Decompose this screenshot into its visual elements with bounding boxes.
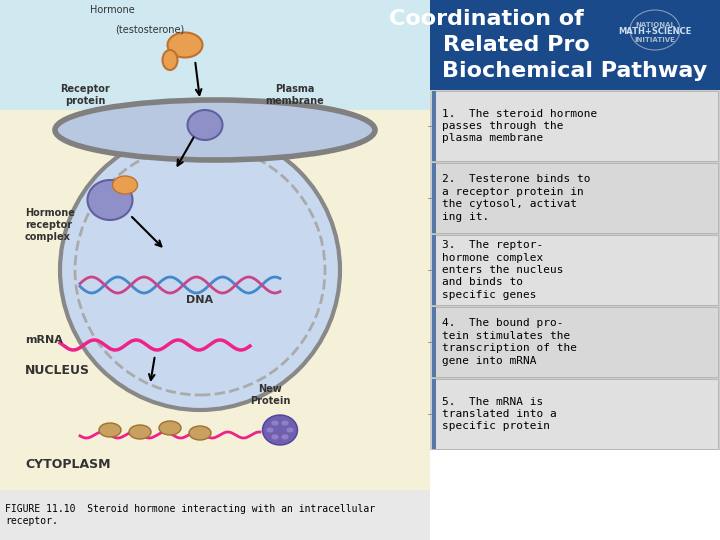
Text: 4.  The bound pro-
tein stimulates the
transcription of the
gene into mRNA: 4. The bound pro- tein stimulates the tr… [442,319,577,366]
Ellipse shape [88,180,132,220]
Text: MATH+SCIENCE: MATH+SCIENCE [618,28,692,37]
Bar [590,0,720,60]
Bar [0,110,430,490]
Bar [432,307,718,377]
Text: Hormone: Hormone [90,5,135,15]
Ellipse shape [263,415,297,445]
Bar [430,60,720,450]
Bar [430,0,720,90]
Ellipse shape [112,176,138,194]
Text: 2.  Testerone binds to
a receptor protein in
the cytosol, activat
ing it.: 2. Testerone binds to a receptor protein… [442,174,590,221]
Text: 5.  The mRNA is
translated into a
specific protein: 5. The mRNA is translated into a specifi… [442,396,557,431]
Text: mRNA: mRNA [25,335,63,345]
Ellipse shape [281,434,289,440]
Ellipse shape [129,425,151,439]
Bar [432,307,436,377]
Ellipse shape [286,427,294,433]
Ellipse shape [60,130,340,410]
Bar [432,163,718,233]
Ellipse shape [271,434,279,440]
Text: Plasma
membrane: Plasma membrane [266,84,325,106]
Bar [0,490,430,540]
Bar [432,235,436,305]
Ellipse shape [189,426,211,440]
Ellipse shape [266,427,274,433]
Bar [432,91,436,161]
Bar [432,235,718,305]
Ellipse shape [271,420,279,426]
Text: 3.  The reptor-
hormone complex
enters the nucleus
and binds to
specific genes: 3. The reptor- hormone complex enters th… [442,240,564,300]
Ellipse shape [99,423,121,437]
Ellipse shape [163,50,178,70]
Bar [432,379,436,449]
Text: New
Protein: New Protein [250,384,290,406]
Text: INITIATIVE: INITIATIVE [634,37,675,43]
Text: (testosterone): (testosterone) [115,25,184,35]
Bar [0,0,430,110]
Text: Hormone
receptor
complex: Hormone receptor complex [25,208,75,241]
Text: DNA: DNA [186,295,214,305]
Ellipse shape [187,110,222,140]
Ellipse shape [55,100,375,160]
Text: NATIONAL: NATIONAL [635,22,675,28]
Ellipse shape [281,420,289,426]
Text: Receptor
protein: Receptor protein [60,84,110,106]
Ellipse shape [159,421,181,435]
Text: FIGURE 11.10  Steroid hormone interacting with an intracellular
receptor.: FIGURE 11.10 Steroid hormone interacting… [5,504,375,526]
Ellipse shape [168,32,202,57]
Text: CYTOPLASM: CYTOPLASM [25,458,110,471]
Bar [432,379,718,449]
Text: 1.  The steroid hormone
passes through the
plasma membrane: 1. The steroid hormone passes through th… [442,109,598,144]
Bar [432,91,718,161]
Text: Coordination of Expression of
Related Proteins in a
Biochemical Pathway: Coordination of Expression of Related Pr… [389,9,720,82]
Bar [432,163,436,233]
Text: NUCLEUS: NUCLEUS [25,363,90,376]
